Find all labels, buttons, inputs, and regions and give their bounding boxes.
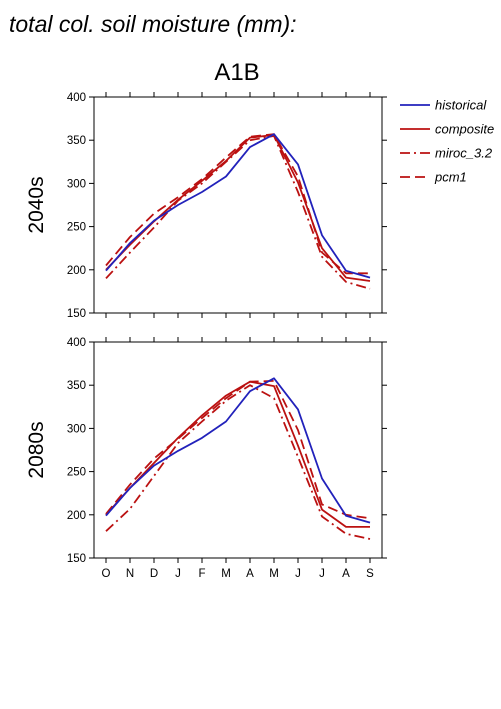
- x-tick-label: M: [221, 568, 231, 580]
- y-tick-label: 400: [67, 92, 86, 104]
- legend-label: historical: [435, 98, 487, 113]
- x-tick-label: M: [269, 568, 279, 580]
- x-tick-label: N: [126, 568, 134, 580]
- y-tick-label: 400: [67, 337, 86, 349]
- x-tick-label: O: [102, 568, 111, 580]
- panels: 150 200 250 300 350 400 2040s 150 200 250 300 350 40…: [25, 92, 387, 580]
- x-tick-label: A: [342, 568, 350, 580]
- y-tick-label: 150: [67, 553, 86, 565]
- panel-label: 2080s: [25, 421, 48, 478]
- y-tick-label: 250: [67, 467, 86, 479]
- panel-2040s: 150 200 250 300 350 400 2040s: [25, 92, 387, 320]
- series-line-historical: [105, 377, 371, 524]
- series-line-composite: [105, 134, 371, 282]
- plot-frame: [93, 96, 383, 314]
- series-line-miroc-3-2: [105, 134, 371, 290]
- x-tick-label: A: [246, 568, 254, 580]
- series-line-historical: [105, 133, 371, 279]
- legend: historical composite miroc_3.2 pcm1: [400, 98, 494, 185]
- scenario-title: A1B: [214, 59, 259, 86]
- panel-2080s: 150 200 250 300 350 400 O N D J F M A M J J A S 2080s: [25, 337, 387, 580]
- x-tick-label: F: [198, 568, 205, 580]
- y-tick-label: 300: [67, 178, 86, 190]
- series-line-miroc-3-2: [105, 384, 371, 540]
- y-tick-label: 300: [67, 423, 86, 435]
- x-tick-label: J: [319, 568, 325, 580]
- figure-title: total col. soil moisture (mm):: [9, 11, 297, 37]
- y-tick-label: 250: [67, 222, 86, 234]
- series-line-pcm1: [105, 379, 371, 520]
- legend-label: miroc_3.2: [435, 146, 493, 161]
- x-tick-label: J: [295, 568, 301, 580]
- legend-label: pcm1: [434, 170, 467, 185]
- x-tick-label: D: [150, 568, 158, 580]
- legend-item: composite: [400, 122, 494, 137]
- x-tick-label: S: [366, 568, 374, 580]
- y-tick-label: 350: [67, 135, 86, 147]
- legend-item: historical: [400, 98, 487, 113]
- y-tick-label: 150: [67, 308, 86, 320]
- legend-label: composite: [435, 122, 494, 137]
- y-tick-label: 350: [67, 380, 86, 392]
- plot-frame: [93, 341, 383, 559]
- legend-item: pcm1: [400, 170, 467, 185]
- series-line-pcm1: [105, 133, 370, 275]
- y-tick-label: 200: [67, 510, 86, 522]
- legend-item: miroc_3.2: [400, 146, 493, 161]
- series-line-composite: [105, 380, 370, 528]
- y-tick-label: 200: [67, 265, 86, 277]
- panel-label: 2040s: [25, 176, 48, 233]
- x-tick-label: J: [175, 568, 181, 580]
